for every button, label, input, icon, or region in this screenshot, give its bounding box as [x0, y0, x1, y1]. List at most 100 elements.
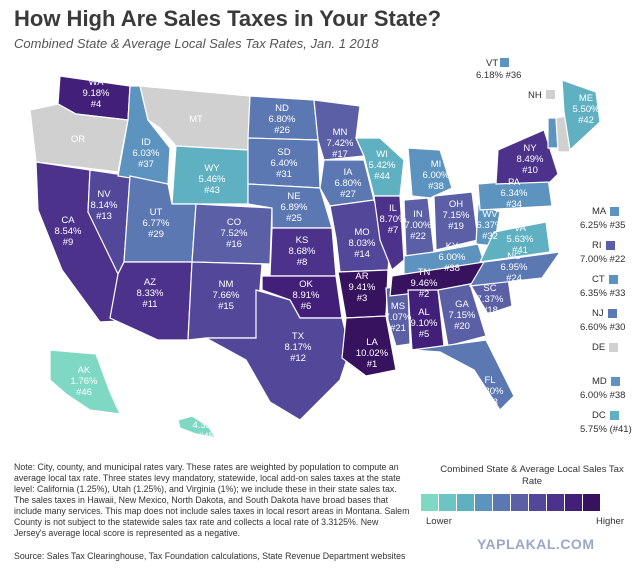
state-label-co-abbr: CO [227, 217, 241, 228]
state-label-mt-abbr: MT [189, 114, 203, 125]
side-state-abbr: RI [592, 240, 602, 251]
nh-callout-swatch [546, 90, 555, 99]
state-label-in-rank: #22 [410, 231, 426, 242]
state-label-va-rate: 5.63% [507, 234, 534, 245]
state-label-ak-abbr: AK [78, 365, 91, 376]
state-label-ok-abbr: OK [299, 279, 313, 290]
state-label-mi-rate: 6.00% [423, 170, 450, 181]
state-shape-me [561, 79, 601, 152]
state-label-nd-rate: 6.80% [269, 114, 296, 125]
state-label-ca-rate: 8.54% [55, 226, 82, 237]
state-label-oh-rate: 7.15% [443, 210, 470, 221]
state-label-mi-rank: #38 [428, 181, 444, 192]
state-label-wv-rate: 6.37% [477, 220, 504, 231]
state-label-nv-abbr: NV [97, 189, 111, 200]
state-label-ks-abbr: KS [296, 235, 309, 246]
state-label-oh-abbr: OH [449, 199, 463, 210]
side-state-value: 6.00% #38 [580, 390, 626, 401]
state-label-ia-abbr: IA [344, 167, 354, 178]
state-label-mn-rate: 7.42% [327, 138, 354, 149]
state-label-ne-abbr: NE [287, 191, 300, 202]
legend-swatch [457, 494, 474, 511]
state-label-nd-abbr: ND [275, 103, 289, 114]
state-label-la-rank: #1 [367, 359, 378, 370]
state-label-tx-rank: #12 [290, 353, 306, 364]
state-label-sd-rank: #31 [276, 169, 292, 180]
state-label-mo-rate: 8.03% [349, 238, 376, 249]
state-label-tx-rate: 8.17% [285, 342, 312, 353]
side-state-swatch [609, 410, 619, 420]
state-label-la-rate: 10.02% [356, 348, 389, 359]
footnote: Note: City, county, and municipal rates … [14, 462, 410, 538]
state-shape-va [478, 221, 551, 263]
legend-swatch [511, 494, 528, 511]
state-label-wi-rate: 5.42% [369, 160, 396, 171]
state-label-ga-rank: #20 [454, 321, 470, 332]
side-state-swatch [608, 274, 618, 284]
side-state-de: DE [592, 342, 619, 353]
state-label-az-rank: #11 [142, 299, 157, 310]
state-label-al-abbr: AL [418, 307, 430, 318]
state-label-fl-rate: 6.80% [477, 386, 504, 397]
state-label-ut-abbr: UT [150, 207, 163, 218]
state-label-ut-rank: #29 [148, 229, 164, 240]
state-label-nm-abbr: NM [219, 279, 234, 290]
side-state-abbr: DE [592, 342, 606, 353]
state-label-tn-abbr: TN [418, 267, 431, 278]
vt-callout-value: 6.18% #36 [476, 70, 521, 81]
state-shape-ny [495, 129, 559, 185]
state-label-ks-rate: 8.68% [289, 246, 316, 257]
state-label-ks-rank: #8 [297, 257, 308, 268]
state-label-ia-rank: #27 [340, 189, 356, 200]
state-label-nc-rate: 6.95% [501, 262, 528, 273]
us-sales-tax-map: WA9.18%#4ORCA8.54%#9NV8.14%#13ID6.03%#37… [30, 58, 601, 438]
state-label-ny-abbr: NY [523, 143, 537, 154]
state-label-tn-rank: #2 [419, 289, 430, 300]
state-label-hi-rate: 4.35% [193, 420, 220, 431]
side-state-value: 7.00% #22 [580, 254, 626, 265]
nh-callout-abbr: NH [528, 90, 542, 101]
state-label-mi-abbr: MI [431, 159, 442, 170]
state-label-wv-abbr: WV [482, 209, 498, 220]
side-state-swatch [610, 206, 620, 216]
side-state-abbr: DC [592, 410, 606, 421]
state-label-pa-rate: 6.34% [501, 188, 528, 199]
state-label-ia-rate: 6.80% [335, 178, 362, 189]
state-label-mo-rank: #14 [354, 249, 370, 260]
state-label-mo-abbr: MO [354, 227, 369, 238]
state-label-ar-rank: #3 [357, 293, 368, 304]
state-label-nm-rank: #15 [218, 301, 234, 312]
state-label-ca-rank: #9 [63, 237, 74, 248]
state-label-sc-abbr: SC [483, 283, 496, 294]
state-shape-mi [407, 147, 453, 199]
state-label-al-rate: 9.10% [411, 318, 438, 329]
state-label-me-rate: 5.50% [573, 104, 600, 115]
state-label-wa-abbr: WA [89, 77, 105, 88]
state-label-va-rank: #41 [512, 245, 528, 256]
state-shape-nc [468, 251, 562, 287]
state-label-ut-rate: 6.77% [143, 218, 170, 229]
legend-color-scale [421, 494, 601, 511]
state-label-ms-abbr: MS [391, 301, 405, 312]
side-state-abbr: MA [592, 206, 607, 217]
state-label-ga-rate: 7.15% [449, 310, 476, 321]
state-shape-tx [205, 289, 351, 421]
state-label-id-rank: #37 [138, 159, 154, 170]
legend-title: Combined State & Average Local Sales Tax… [440, 464, 624, 487]
state-label-wy-rank: #43 [204, 185, 220, 196]
state-label-wy-abbr: WY [204, 163, 220, 174]
state-label-id-rate: 6.03% [133, 148, 160, 159]
map-subtitle: Combined State & Average Local Sales Tax… [14, 36, 379, 51]
state-label-sc-rank: #18 [482, 305, 498, 316]
map-title: How High Are Sales Taxes in Your State? [14, 6, 442, 31]
state-label-ar-abbr: AR [355, 271, 368, 282]
state-shape-ky [403, 243, 485, 277]
state-label-wv-rank: #32 [482, 231, 498, 242]
state-label-az-rate: 8.33% [137, 288, 164, 299]
state-label-la-abbr: LA [366, 337, 378, 348]
state-label-nm-rate: 7.66% [213, 290, 240, 301]
state-label-il-rate: 8.70% [380, 214, 407, 225]
side-state-nj: NJ [592, 308, 617, 319]
state-label-sd-rate: 6.40% [271, 158, 298, 169]
state-label-id-abbr: ID [141, 137, 151, 148]
